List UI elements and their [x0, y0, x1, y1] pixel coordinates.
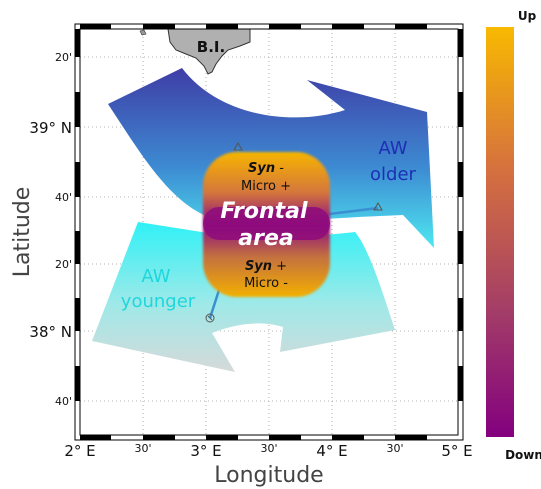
x-tick-major-3e: 3° E	[190, 442, 221, 460]
land-label: B.I.	[197, 38, 225, 56]
station-markers	[205, 141, 383, 323]
y-tick-major-38n: 38° N	[29, 323, 72, 341]
x-tick-minor-2: 30'	[260, 442, 277, 455]
x-tick-major-4e: 4° E	[316, 442, 347, 460]
frontal-label-line2: area	[238, 226, 293, 251]
syn-top-rest: -	[275, 161, 284, 176]
land-balearic-islands	[167, 28, 251, 75]
frontal-core-band	[203, 207, 330, 240]
syn-bottom-italic: Syn	[245, 259, 272, 274]
y-tick-minor-4: 40'	[55, 395, 72, 408]
x-tick-major-2e: 2° E	[64, 442, 95, 460]
colorbar-top-label: Up	[518, 9, 537, 23]
x-tick-minor-3: 30'	[386, 442, 403, 455]
syn-bottom-rest: +	[272, 259, 287, 274]
frontal-label-line1: Frontal	[220, 199, 308, 224]
tiny-islet	[139, 29, 147, 36]
y-tick-minor-2: 40'	[55, 191, 72, 204]
aw-younger-label-line2: younger	[121, 291, 196, 312]
y-axis-label: Latitude	[10, 187, 35, 278]
colorbar	[486, 27, 514, 437]
map-frame	[74, 23, 464, 441]
syn-bottom-label: Syn +	[245, 259, 287, 274]
syn-top-label: Syn -	[248, 161, 284, 176]
y-tick-major-39n: 39° N	[29, 119, 72, 137]
micro-top-label: Micro +	[241, 179, 291, 194]
aw-younger-label-line1: AW	[141, 266, 170, 287]
x-tick-minor-1: 30'	[134, 442, 151, 455]
aw-older-label-line2: older	[370, 164, 417, 185]
aw-older-label-line1: AW	[378, 138, 407, 159]
y-tick-minor-1: 20'	[55, 51, 72, 64]
colorbar-bottom-label: Down	[505, 448, 541, 462]
syn-top-italic: Syn	[248, 161, 275, 176]
y-tick-minor-3: 20'	[55, 258, 72, 271]
micro-bottom-label: Micro -	[244, 276, 288, 291]
x-axis-label: Longitude	[214, 463, 323, 488]
x-tick-major-5e: 5° E	[441, 442, 472, 460]
